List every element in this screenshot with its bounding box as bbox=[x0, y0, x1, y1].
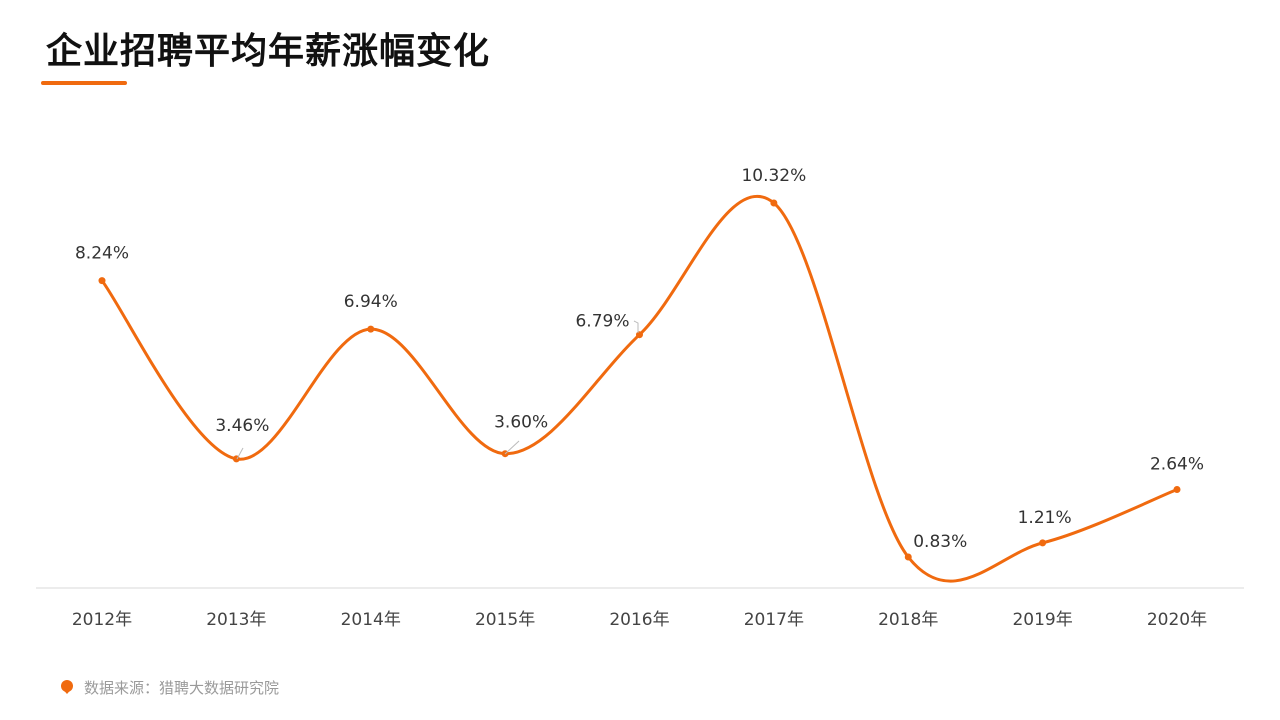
page-title: 企业招聘平均年薪涨幅变化 bbox=[46, 31, 491, 72]
data-point bbox=[367, 325, 375, 333]
x-tick-label: 2018年 bbox=[878, 610, 938, 630]
data-point bbox=[636, 331, 643, 339]
x-tick-label: 2013年 bbox=[206, 610, 266, 630]
data-label: 8.24% bbox=[75, 244, 129, 264]
x-tick-label: 2017年 bbox=[744, 610, 804, 630]
data-point bbox=[770, 199, 778, 207]
data-label: 10.32% bbox=[741, 166, 806, 186]
label-leader-line bbox=[504, 440, 520, 455]
data-label: 3.60% bbox=[494, 413, 548, 433]
x-tick-label: 2019年 bbox=[1012, 610, 1072, 630]
data-point bbox=[1039, 539, 1047, 547]
title-underline bbox=[41, 81, 127, 85]
data-label: 2.64% bbox=[1150, 455, 1204, 475]
label-leader-line bbox=[236, 447, 244, 460]
label-leader-line bbox=[633, 320, 639, 333]
data-point bbox=[98, 277, 106, 285]
data-label: 6.94% bbox=[344, 292, 398, 312]
data-source: 数据来源：猎聘大数据研究院 bbox=[60, 677, 279, 697]
x-tick-label: 2012年 bbox=[72, 610, 132, 630]
map-pin-icon bbox=[60, 680, 74, 694]
data-label: 3.46% bbox=[215, 416, 269, 436]
data-source-text: 数据来源：猎聘大数据研究院 bbox=[84, 678, 280, 697]
series-line bbox=[100, 194, 1179, 583]
x-tick-label: 2020年 bbox=[1147, 610, 1207, 630]
data-label: 1.21% bbox=[1018, 508, 1072, 528]
x-tick-label: 2015年 bbox=[475, 610, 535, 630]
data-point bbox=[1173, 486, 1181, 494]
x-tick-label: 2014年 bbox=[341, 610, 401, 630]
data-label: 0.83% bbox=[913, 532, 967, 552]
data-label: 6.79% bbox=[575, 312, 629, 332]
x-tick-label: 2016年 bbox=[609, 610, 669, 630]
data-point bbox=[904, 553, 912, 561]
